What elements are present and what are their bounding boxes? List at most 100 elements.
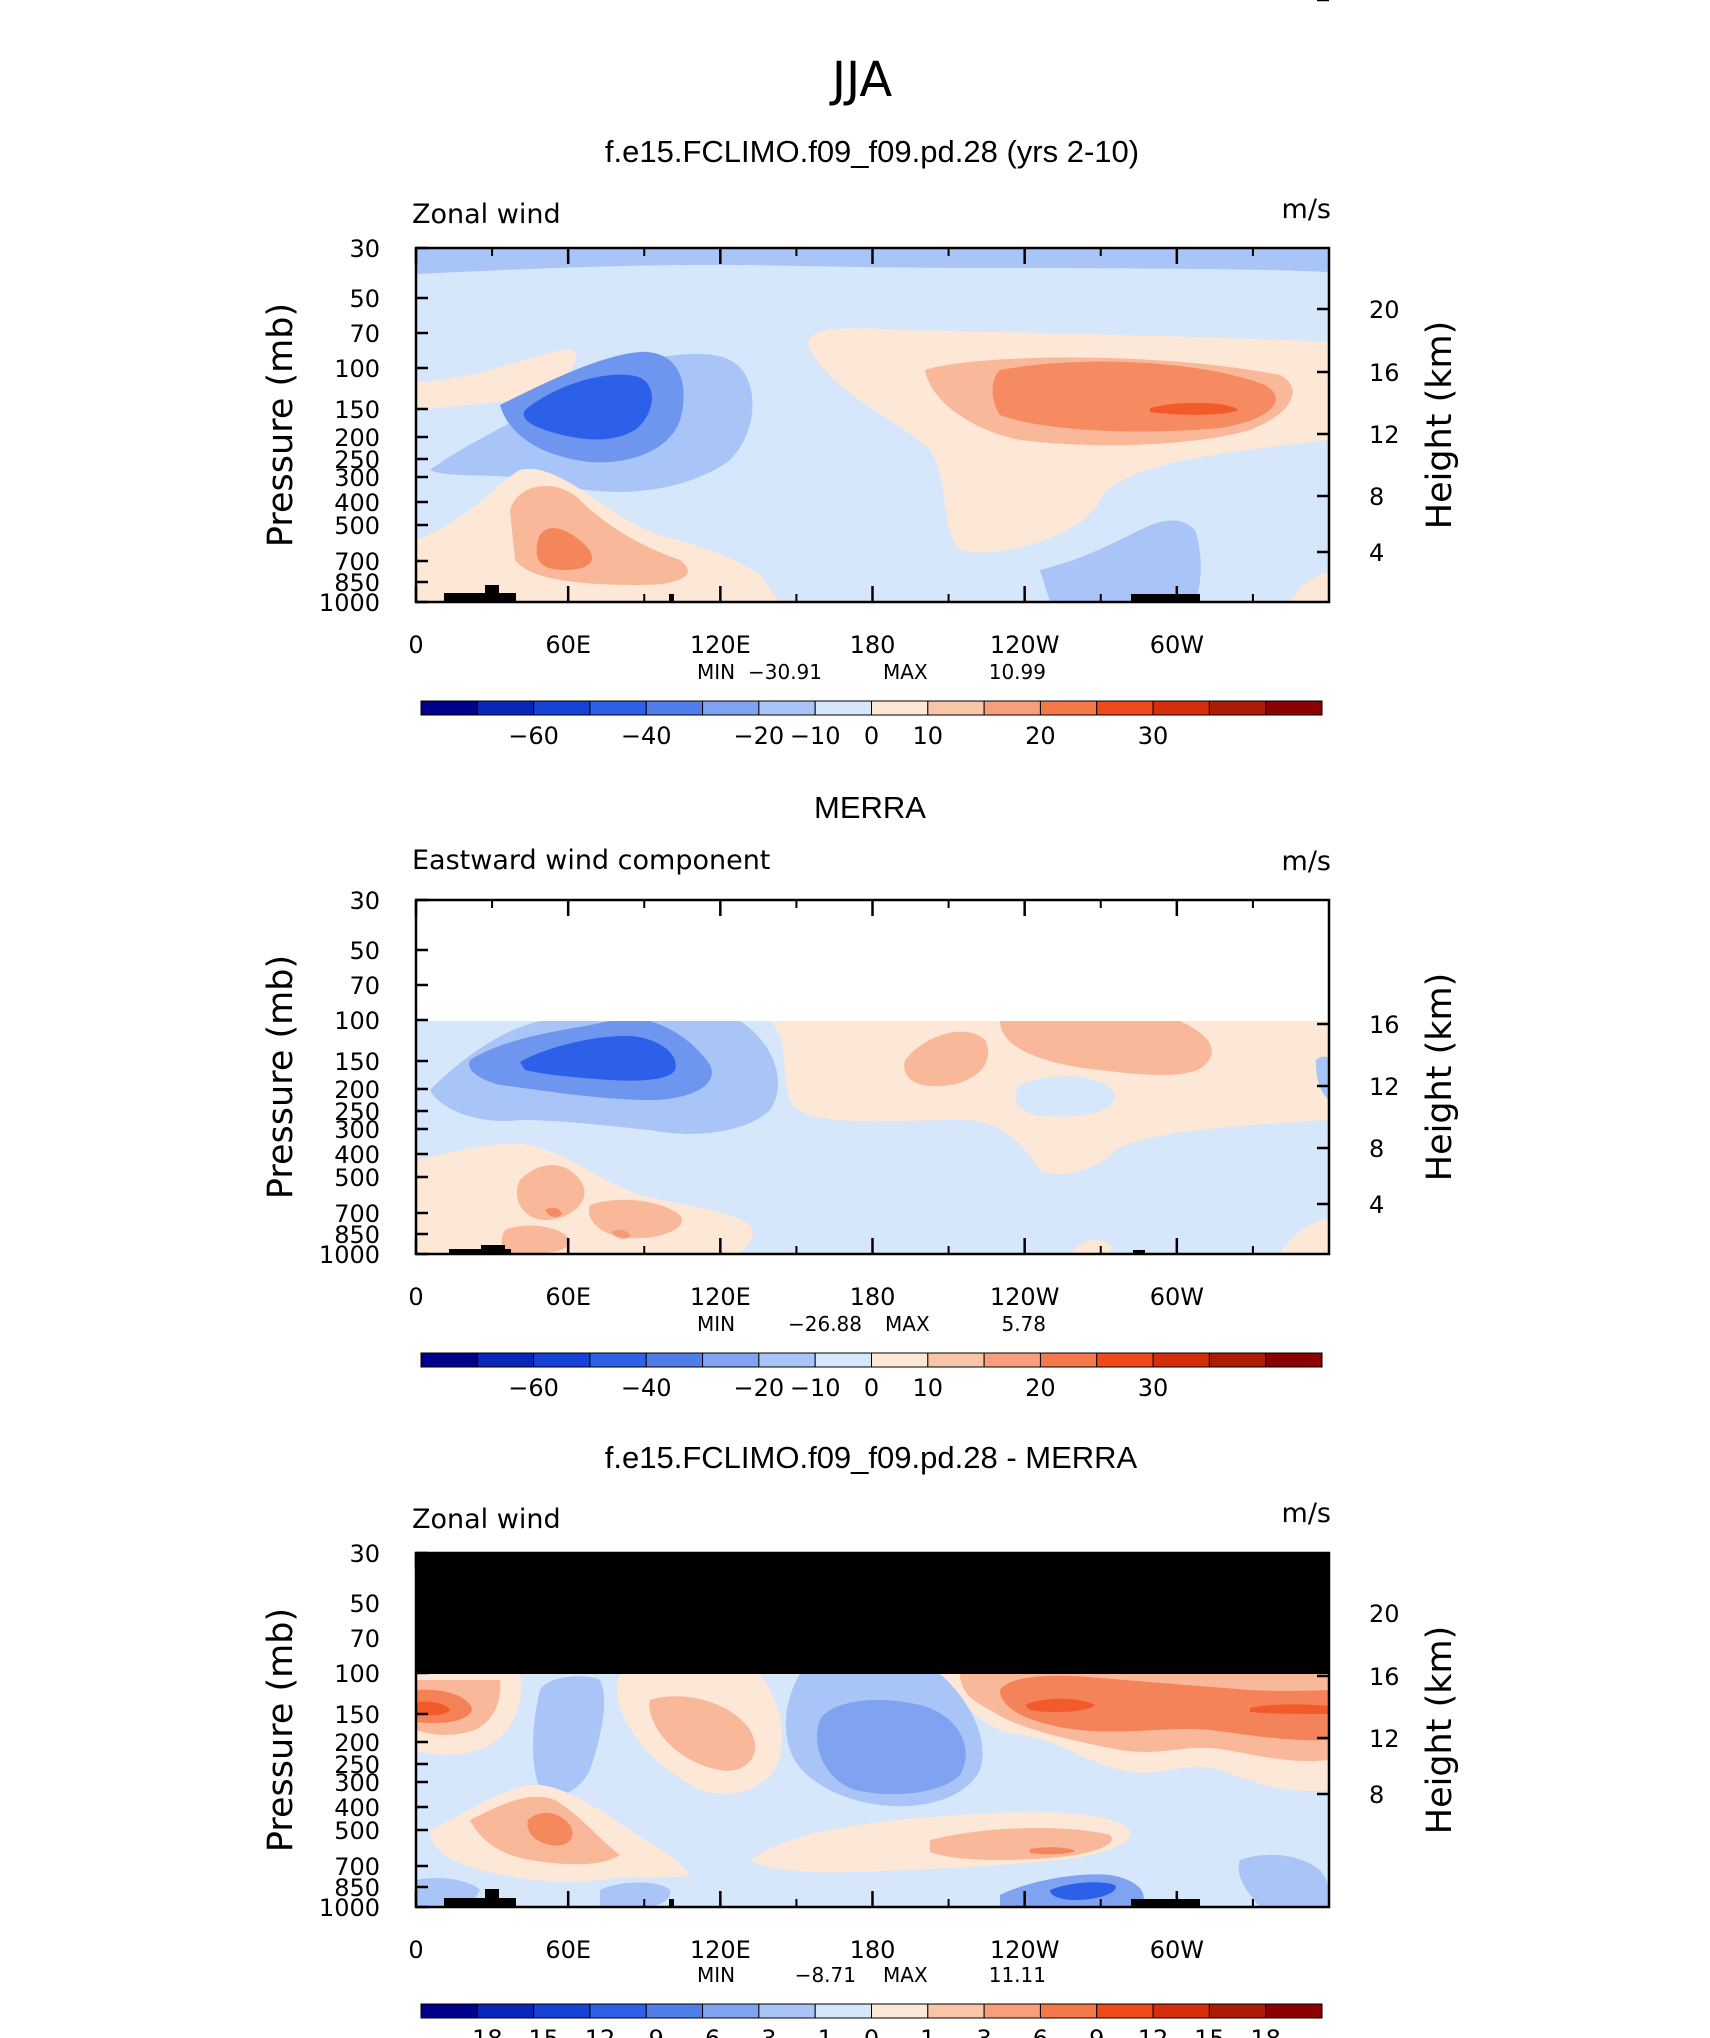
colorbar-label: 30 [1138, 1374, 1169, 1402]
panel-diff-max-value: 11.11 [989, 1963, 1046, 1987]
y-tick-label: 200 [334, 1076, 380, 1104]
field-upper-light-orange-east [1000, 1021, 1212, 1075]
y-tick-label: 850 [334, 1221, 380, 1249]
colorbar-swatch [871, 2003, 929, 2019]
colorbar-swatch [533, 1352, 591, 1368]
y-tick-label: 50 [349, 1590, 380, 1618]
x-tick-label: 60E [545, 631, 591, 659]
colorbar-swatch [983, 2003, 1041, 2019]
y-tick-label: 500 [334, 512, 380, 540]
height-tick-label: 20 [1369, 1600, 1400, 1628]
panel-diff-min-value: −8.71 [795, 1963, 856, 1987]
colorbar-swatch [983, 700, 1041, 716]
field-low-small-patch-2 [612, 1229, 630, 1240]
colorbar-label: 0 [864, 1374, 879, 1402]
colorbar-label: 12 [1138, 2025, 1169, 2038]
colorbar-label: −1 [797, 2025, 832, 2038]
field-jet-west-core [520, 1035, 676, 1081]
field-sub-small-orange [1030, 1847, 1075, 1855]
colorbar-label: 1 [920, 2025, 935, 2038]
y-tick-label: 400 [334, 1794, 380, 1822]
colorbar-swatch [702, 1352, 760, 1368]
colorbar-swatch [1152, 700, 1210, 716]
x-tick-label: 180 [850, 1283, 896, 1311]
panel-diff: f.e15.FCLIMO.f09_f09.pd.28 - MERRA Zonal… [261, 0, 1460, 2038]
panel-diff-contours [416, 1553, 1329, 1907]
y-tick-label: 300 [334, 464, 380, 492]
y-tick-label: 30 [349, 235, 380, 263]
panel-merra-max-label: MAX [885, 1312, 930, 1336]
colorbar-swatch [645, 2003, 704, 2019]
y-tick-label: 50 [349, 285, 380, 313]
y-tick-label: 100 [334, 1660, 380, 1688]
colorbar-swatch [1265, 1352, 1323, 1368]
colorbar-swatch [1265, 2003, 1323, 2019]
y-tick-label: 700 [334, 548, 380, 576]
colorbar-label: 3 [976, 2025, 991, 2038]
height-tick-label: 4 [1369, 0, 1384, 6]
y-tick-label: 30 [349, 1540, 380, 1568]
panel-model-min-value: −30.91 [748, 660, 822, 684]
y-tick-label: 700 [334, 1200, 380, 1228]
colorbar-swatch [589, 2003, 647, 2019]
y-tick-label: 1000 [319, 589, 380, 617]
field-east-pacific-core [1050, 1882, 1116, 1900]
topography [1131, 1899, 1200, 1907]
colorbar-label: −6 [685, 2025, 720, 2038]
colorbar-label: −40 [621, 1374, 672, 1402]
panel-diff-axes: 0 60E 120E 180 120W 60W3050701001502002503004… [319, 0, 1400, 1964]
colorbar-swatch [420, 1352, 478, 1368]
field-low-orange [527, 1812, 573, 1846]
x-tick-label: 120W [990, 631, 1060, 659]
topography [444, 1898, 516, 1907]
colorbar-swatch [1152, 1352, 1210, 1368]
colorbar-swatch [1208, 700, 1267, 716]
height-tick-label: 12 [1369, 1073, 1400, 1101]
panel-model-units: m/s [1282, 194, 1331, 225]
x-tick-label: 60E [545, 1936, 591, 1964]
colorbar-label: −15 [508, 2025, 559, 2038]
colorbar-swatch [927, 700, 985, 716]
colorbar-label: 0 [864, 2025, 879, 2038]
x-tick-label: 0 [408, 1936, 423, 1964]
colorbar-swatch [589, 700, 647, 716]
colorbar-swatch [1152, 2003, 1210, 2019]
height-tick-label: 8 [1369, 1781, 1384, 1809]
colorbar-swatch [476, 2003, 535, 2019]
colorbar-label: −60 [508, 1374, 559, 1402]
field-blue-west [533, 1676, 605, 1797]
x-tick-label: 0 [408, 1283, 423, 1311]
x-tick-label: 60W [1150, 1283, 1204, 1311]
panel-model-colorbar: −60 −40 −20 −10 0 10 20 30 [420, 700, 1323, 750]
x-tick-label: 60W [1150, 1936, 1204, 1964]
colorbar-swatch [420, 700, 478, 716]
panel-merra-title: MERRA [814, 790, 926, 825]
panel-model-left-label: Zonal wind [412, 199, 561, 230]
colorbar-swatch [1096, 1352, 1154, 1368]
y-tick-label: 70 [349, 1625, 380, 1653]
y-tick-label: 50 [349, 937, 380, 965]
field-west-edge-core [416, 1701, 450, 1716]
height-tick-label: 8 [1369, 1135, 1384, 1163]
figure-suptitle: JJA [829, 52, 892, 108]
height-tick-label: 8 [1369, 483, 1384, 511]
panel-diff-units: m/s [1282, 1498, 1331, 1529]
colorbar-swatch [645, 700, 704, 716]
colorbar-swatch [758, 1352, 816, 1368]
colorbar-label: −9 [629, 2025, 664, 2038]
colorbar-label: 20 [1025, 722, 1056, 750]
topography [669, 1899, 674, 1907]
colorbar-swatch [1265, 700, 1323, 716]
colorbar-label: 15 [1194, 2025, 1225, 2038]
colorbar-swatch [1208, 1352, 1267, 1368]
panel-model: f.e15.FCLIMO.f09_f09.pd.28 (yrs 2-10) Zo… [261, 134, 1460, 750]
topography [444, 593, 516, 602]
x-tick-label: 120W [990, 1283, 1060, 1311]
height-tick-label: 16 [1369, 1011, 1400, 1039]
field-low-blue-mid [600, 1882, 671, 1907]
y-tick-label: 700 [334, 1853, 380, 1881]
panel-merra-max-value: 5.78 [1001, 1312, 1046, 1336]
colorbar-label: −40 [621, 722, 672, 750]
colorbar-swatch [1039, 2003, 1098, 2019]
